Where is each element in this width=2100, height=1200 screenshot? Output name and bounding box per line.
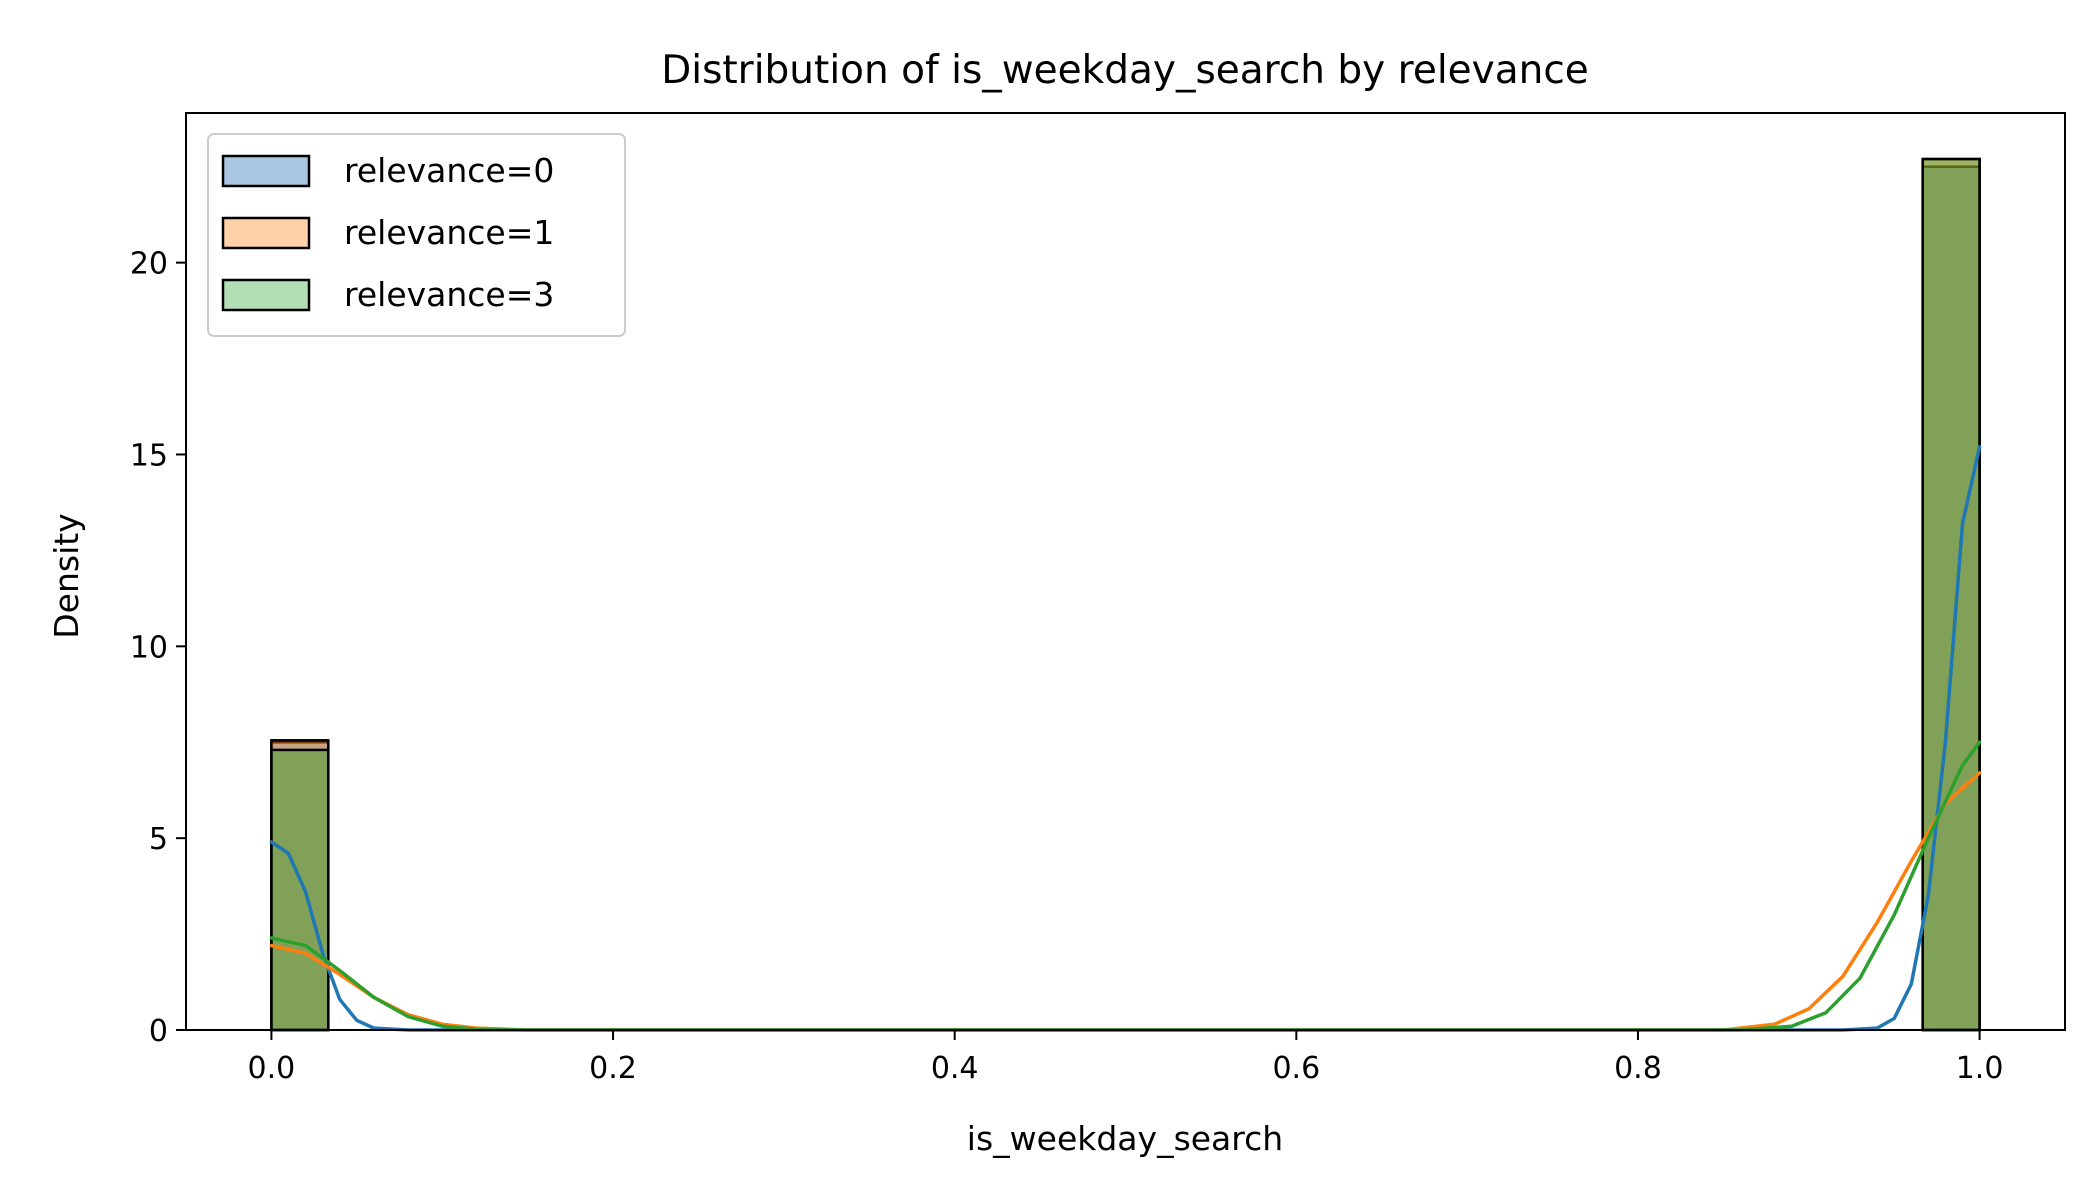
legend-swatch-relevance-3 — [221, 278, 311, 312]
y-axis-label: Density — [47, 513, 86, 638]
x-axis: 0.0 0.2 0.4 0.6 0.8 1.0 — [248, 1030, 2004, 1086]
y-tick-label: 10 — [130, 630, 168, 665]
legend-swatch-relevance-1 — [221, 216, 311, 250]
y-tick-label: 20 — [130, 247, 168, 282]
y-tick-label: 0 — [149, 1014, 168, 1049]
histogram-bar-relevance-3-bin-1 — [1921, 157, 1981, 1032]
x-tick-label: 0.4 — [931, 1051, 979, 1086]
chart-title: Distribution of is_weekday_search by rel… — [661, 48, 1589, 93]
y-tick-label: 15 — [130, 438, 168, 473]
legend-swatch-relevance-0 — [221, 154, 311, 188]
legend: relevance=0 relevance=1 relevance=3 — [207, 133, 626, 337]
legend-box — [207, 133, 626, 337]
legend-label-relevance-1: relevance=1 — [344, 213, 554, 252]
y-axis: 0 5 10 15 20 — [130, 247, 186, 1049]
plot-area — [269, 157, 1982, 1032]
x-tick-label: 0.8 — [1614, 1051, 1662, 1086]
x-tick-label: 1.0 — [1956, 1051, 2004, 1086]
histogram-bar-relevance-3-bin-0 — [270, 748, 330, 1032]
x-tick-label: 0.6 — [1272, 1051, 1320, 1086]
histogram-bar-relevance-0-bin-1 — [1921, 165, 1981, 1032]
histogram-bar-relevance-0-bin-0 — [270, 740, 330, 1032]
x-tick-label: 0.2 — [589, 1051, 637, 1086]
x-axis-label: is_weekday_search — [967, 1119, 1283, 1158]
legend-label-relevance-3: relevance=3 — [344, 275, 554, 314]
y-tick-label: 5 — [149, 822, 168, 857]
plot-frame — [185, 112, 2066, 1031]
histogram-bar-relevance-1-bin-0 — [270, 739, 330, 1032]
x-tick-label: 0.0 — [248, 1051, 296, 1086]
legend-label-relevance-0: relevance=0 — [344, 151, 554, 190]
